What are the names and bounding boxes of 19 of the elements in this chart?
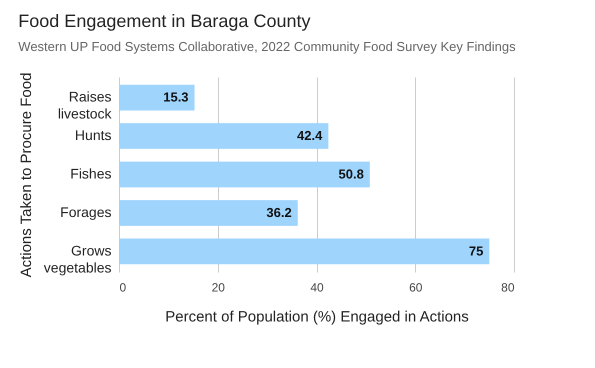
chart-subtitle: Western UP Food Systems Collaborative, 2022 Community Food Survey Key Findings [18,38,516,54]
y-tick-label: Forages [60,204,112,220]
x-tick-label: 0 [120,280,126,294]
x-axis-title: Percent of Population (%) Engaged in Actions [165,308,469,326]
x-tick-label: 20 [212,280,226,294]
data-label: 15.3 [163,90,189,105]
y-tick-label: Hunts [74,127,112,144]
data-label: 75 [468,243,484,258]
x-tick-label: 60 [409,280,423,294]
y-tick-label: Fishes [70,166,112,182]
data-label: 36.2 [266,204,292,220]
data-label: 42.4 [297,128,324,144]
data-label: 50.8 [338,166,364,182]
chart-title: Food Engagement in Baraga County [18,10,310,31]
y-axis-title: Actions Taken to Procure Food [18,72,35,278]
y-tick-label: Raises livestock [58,88,112,122]
y-tick-label: Grows vegetables [44,242,112,276]
x-tick-label: 40 [310,280,324,294]
x-tick-label: 80 [501,280,515,294]
